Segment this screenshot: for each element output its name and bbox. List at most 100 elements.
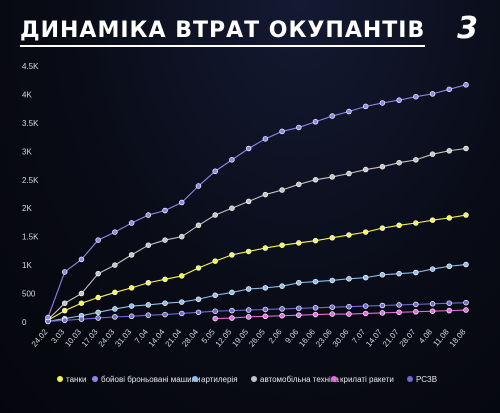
data-point [396, 97, 402, 103]
data-point [296, 312, 302, 318]
data-point [463, 82, 469, 88]
y-tick-label: 3K [22, 147, 32, 156]
data-point [346, 276, 352, 282]
x-tick-label: 11.08 [431, 327, 451, 348]
data-point [95, 315, 101, 321]
x-tick-label: 17.03 [80, 327, 100, 349]
data-point [413, 220, 419, 226]
x-tick-label: 12.05 [214, 327, 234, 349]
data-point [145, 242, 152, 248]
data-point [145, 279, 152, 286]
x-tick-label: 18.08 [448, 327, 468, 349]
data-point [112, 262, 118, 268]
legend-label: артилерія [201, 375, 238, 384]
y-tick-label: 0 [22, 318, 27, 327]
data-point [429, 91, 436, 97]
data-point [463, 145, 469, 152]
data-point [95, 270, 101, 277]
legend-label: РСЗВ [416, 375, 437, 384]
data-point [312, 305, 319, 311]
data-point [279, 312, 285, 319]
legend-item: крилаті ракети [331, 375, 394, 384]
data-point [262, 306, 269, 313]
data-point [346, 232, 352, 238]
data-point [128, 313, 135, 320]
data-point [245, 145, 252, 152]
data-point [429, 266, 436, 272]
data-point [446, 300, 453, 306]
legend-label: автомобільна техніка [260, 375, 340, 384]
data-point [112, 314, 118, 320]
y-tick-label: 3.5K [22, 119, 39, 128]
data-point [329, 113, 335, 119]
series-5 [45, 299, 469, 325]
data-point [446, 263, 453, 269]
data-point [279, 242, 285, 248]
page-title: ДИНАМІКА ВТРАТ ОКУПАНТІВ [20, 18, 426, 47]
data-point [362, 229, 369, 235]
legend-swatch [192, 376, 198, 382]
x-tick-label: 28.07 [398, 327, 418, 349]
y-tick-label: 4.5K [22, 62, 39, 71]
data-point [329, 277, 335, 284]
data-point [179, 273, 185, 279]
data-point [396, 309, 402, 316]
data-point [413, 309, 419, 315]
x-tick-label: 16.06 [297, 327, 317, 349]
data-point [212, 258, 218, 264]
data-point [128, 252, 135, 258]
legend-item: РСЗВ [407, 375, 437, 384]
data-point [312, 311, 319, 318]
data-point [379, 100, 386, 106]
x-tick-label: 14.07 [364, 327, 384, 349]
series-0 [45, 212, 469, 324]
y-tick-label: 4K [22, 90, 32, 99]
data-point [262, 285, 269, 291]
data-point [379, 225, 386, 231]
data-point [61, 300, 68, 306]
data-point [329, 174, 335, 180]
data-point [463, 307, 469, 313]
data-point [229, 315, 235, 321]
x-tick-label: 14.04 [147, 327, 167, 349]
data-point [296, 124, 302, 131]
series-line [47, 147, 467, 321]
x-tick-label: 19.05 [230, 327, 250, 349]
data-point [95, 309, 101, 316]
data-point [195, 183, 202, 189]
data-point [262, 191, 269, 198]
data-point [95, 237, 101, 243]
x-tick-label: 30.06 [331, 327, 351, 349]
data-point [78, 256, 85, 263]
data-point [245, 314, 252, 320]
series-line [215, 309, 467, 320]
data-point [379, 302, 386, 309]
data-point [362, 303, 369, 309]
data-point [379, 272, 386, 278]
data-point [413, 301, 419, 308]
data-point [446, 86, 453, 93]
data-point [145, 212, 152, 218]
data-point [179, 310, 185, 317]
legend-swatch [251, 376, 257, 382]
data-point [112, 306, 118, 312]
legend-swatch [407, 376, 413, 382]
data-point [262, 245, 269, 251]
data-point [279, 283, 285, 289]
data-point [446, 148, 453, 154]
legend-item: автомобільна техніка [251, 375, 340, 384]
data-point [112, 229, 118, 235]
data-point [379, 163, 386, 170]
data-point [329, 311, 335, 317]
x-tick-label: 26.05 [247, 327, 267, 349]
x-tick-label: 23.06 [314, 327, 334, 349]
x-tick-label: 21.07 [381, 327, 401, 349]
data-point [128, 303, 135, 309]
data-point [245, 286, 252, 292]
data-point [212, 315, 218, 322]
data-point [245, 307, 252, 313]
data-point [296, 305, 302, 312]
data-point [229, 252, 235, 258]
y-tick-label: 1.5K [22, 233, 39, 242]
